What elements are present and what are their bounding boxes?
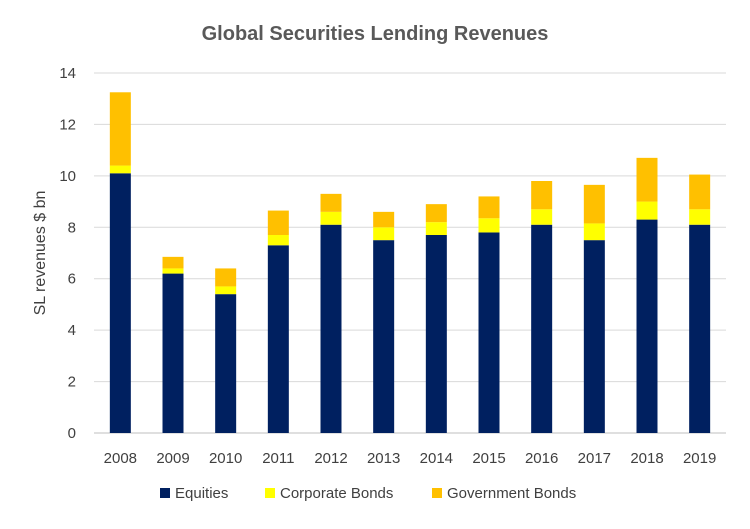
x-tick-label: 2011 (262, 450, 294, 467)
y-tick-label: 8 (68, 219, 76, 236)
bar-equities-2009 (162, 273, 184, 433)
bar-government-bonds-2017 (583, 184, 605, 224)
bar-government-bonds-2014 (425, 204, 447, 223)
bar-equities-2011 (267, 245, 289, 433)
legend-item-government-bonds: Government Bonds (432, 485, 576, 502)
bar-government-bonds-2016 (531, 181, 553, 210)
bar-corporate-bonds-2010 (215, 286, 237, 295)
x-tick-label: 2018 (630, 450, 663, 467)
bar-equities-2008 (109, 173, 131, 434)
x-tick-label: 2010 (209, 450, 242, 467)
bar-corporate-bonds-2017 (583, 223, 605, 241)
legend-swatch (432, 488, 442, 498)
bar-equities-2013 (373, 240, 395, 433)
bar-government-bonds-2010 (215, 268, 237, 287)
legend-label: Corporate Bonds (280, 485, 393, 502)
bar-equities-2018 (636, 219, 658, 433)
bar-government-bonds-2015 (478, 196, 500, 219)
bar-government-bonds-2011 (267, 210, 289, 235)
y-tick-label: 0 (68, 425, 76, 442)
x-tick-label: 2015 (472, 450, 505, 467)
y-tick-label: 6 (68, 271, 76, 288)
legend-label: Government Bonds (447, 485, 576, 502)
y-tick-label: 10 (59, 168, 76, 185)
y-tick-label: 2 (68, 374, 76, 391)
bar-corporate-bonds-2011 (267, 235, 289, 246)
bar-corporate-bonds-2019 (689, 209, 711, 225)
bar-equities-2010 (215, 294, 237, 433)
x-tick-label: 2012 (314, 450, 347, 467)
bar-government-bonds-2012 (320, 193, 342, 212)
legend-swatch (160, 488, 170, 498)
bar-equities-2014 (425, 235, 447, 433)
legend-swatch (265, 488, 275, 498)
bar-equities-2017 (583, 240, 605, 433)
x-tick-label: 2016 (525, 450, 558, 467)
bar-equities-2012 (320, 224, 342, 433)
y-tick-label: 14 (59, 65, 76, 82)
y-tick-label: 4 (68, 322, 76, 339)
bar-government-bonds-2008 (109, 92, 131, 166)
x-tick-label: 2013 (367, 450, 400, 467)
bar-equities-2016 (531, 224, 553, 433)
bar-corporate-bonds-2009 (162, 268, 184, 274)
bar-equities-2019 (689, 224, 711, 433)
bar-corporate-bonds-2015 (478, 218, 500, 233)
x-tick-label: 2019 (683, 450, 716, 467)
bar-equities-2015 (478, 232, 500, 433)
x-tick-label: 2014 (420, 450, 453, 467)
bar-government-bonds-2018 (636, 157, 658, 202)
bar-corporate-bonds-2014 (425, 222, 447, 235)
bar-government-bonds-2009 (162, 256, 184, 269)
x-tick-labels: 2008 2009 2010 2011 2012 2013 2014 2015 2016 2017… (104, 450, 717, 467)
legend-item-equities: Equities (160, 485, 228, 502)
chart-title: Global Securities Lending Revenues (202, 23, 549, 45)
legend-item-corporate-bonds: Corporate Bonds (265, 485, 393, 502)
x-tick-label: 2008 (104, 450, 137, 467)
bar-government-bonds-2019 (689, 174, 711, 210)
gridlines (94, 72, 726, 434)
bar-corporate-bonds-2008 (109, 165, 131, 174)
bars (109, 92, 711, 434)
x-tick-label: 2017 (578, 450, 611, 467)
bar-corporate-bonds-2018 (636, 201, 658, 220)
bar-government-bonds-2013 (373, 211, 395, 228)
legend-label: Equities (175, 485, 228, 502)
y-tick-labels: 0 2 4 6 8 10 12 14 (59, 65, 76, 442)
bar-corporate-bonds-2013 (373, 227, 395, 241)
legend: Equities Corporate Bonds Government Bonds (160, 485, 576, 502)
x-tick-label: 2009 (156, 450, 189, 467)
bar-corporate-bonds-2012 (320, 211, 342, 225)
y-tick-label: 12 (59, 116, 76, 133)
y-axis-label: SL revenues $ bn (32, 191, 49, 316)
bar-corporate-bonds-2016 (531, 209, 553, 225)
